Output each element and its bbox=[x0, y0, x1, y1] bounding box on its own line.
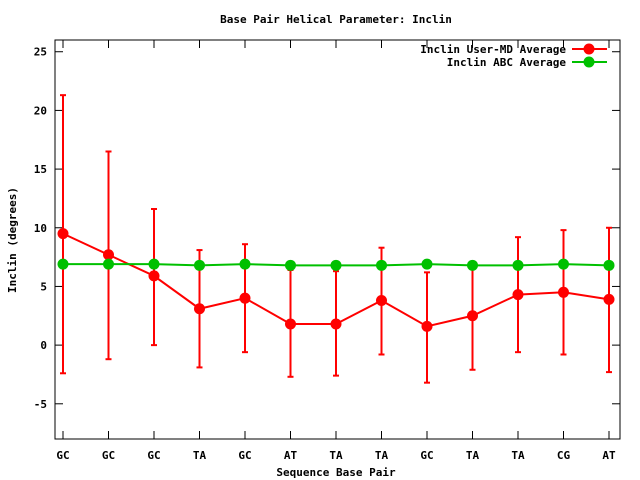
data-point bbox=[148, 270, 160, 282]
data-point bbox=[330, 318, 342, 330]
x-tick-label: GC bbox=[56, 449, 69, 462]
x-axis-label: Sequence Base Pair bbox=[276, 466, 396, 479]
data-point bbox=[558, 258, 569, 270]
data-point bbox=[239, 292, 251, 304]
data-point bbox=[103, 249, 114, 261]
x-tick-label: TA bbox=[375, 449, 389, 462]
series-1 bbox=[57, 258, 615, 271]
data-point bbox=[603, 293, 615, 305]
y-axis-label: Inclin (degrees) bbox=[6, 187, 19, 293]
data-point bbox=[285, 259, 296, 271]
data-point bbox=[57, 228, 69, 240]
series-layer bbox=[57, 94, 615, 384]
data-point bbox=[558, 286, 569, 298]
data-point bbox=[421, 320, 433, 332]
chart-title: Base Pair Helical Parameter: Inclin bbox=[220, 13, 452, 26]
data-point bbox=[330, 259, 342, 271]
data-point bbox=[603, 259, 615, 271]
data-point bbox=[148, 258, 160, 270]
y-tick-label: 10 bbox=[34, 222, 47, 235]
legend-marker bbox=[583, 43, 595, 55]
data-point bbox=[512, 289, 524, 301]
data-point bbox=[103, 258, 114, 270]
x-tick-label: GC bbox=[147, 449, 160, 462]
data-point bbox=[194, 259, 205, 271]
data-point bbox=[421, 258, 433, 270]
y-tick-label: 20 bbox=[34, 104, 47, 117]
data-point bbox=[512, 259, 524, 271]
x-tick-label: CG bbox=[557, 449, 571, 462]
x-tick-label: GC bbox=[420, 449, 433, 462]
data-point bbox=[467, 259, 478, 271]
x-tick-label: TA bbox=[466, 449, 480, 462]
plot-area-frame bbox=[54, 39, 621, 440]
data-point bbox=[57, 258, 69, 270]
data-point bbox=[285, 318, 296, 330]
axis-ticks: -5 0 5 10 15 20 25 GC GC GC TA GC AT TA TA GC TA TA CG AT bbox=[34, 40, 620, 462]
y-tick-label: 15 bbox=[34, 163, 47, 176]
legend-label: Inclin User-MD Average bbox=[420, 43, 566, 56]
x-tick-label: AT bbox=[602, 449, 616, 462]
data-point bbox=[239, 258, 251, 270]
legend-marker bbox=[583, 56, 595, 68]
x-tick-label: AT bbox=[284, 449, 298, 462]
legend-label: Inclin ABC Average bbox=[447, 56, 567, 69]
x-tick-label: GC bbox=[238, 449, 251, 462]
y-tick-label: 0 bbox=[40, 339, 47, 352]
y-tick-label: 25 bbox=[34, 46, 47, 59]
y-tick-label: -5 bbox=[34, 398, 47, 411]
x-tick-label: GC bbox=[102, 449, 115, 462]
x-tick-label: TA bbox=[511, 449, 525, 462]
data-point bbox=[194, 303, 205, 315]
data-point bbox=[376, 259, 387, 271]
x-tick-label: TA bbox=[329, 449, 343, 462]
y-tick-label: 5 bbox=[40, 280, 47, 293]
series-0 bbox=[57, 94, 615, 384]
data-point bbox=[376, 295, 387, 307]
data-point bbox=[467, 310, 478, 322]
x-tick-label: TA bbox=[193, 449, 207, 462]
